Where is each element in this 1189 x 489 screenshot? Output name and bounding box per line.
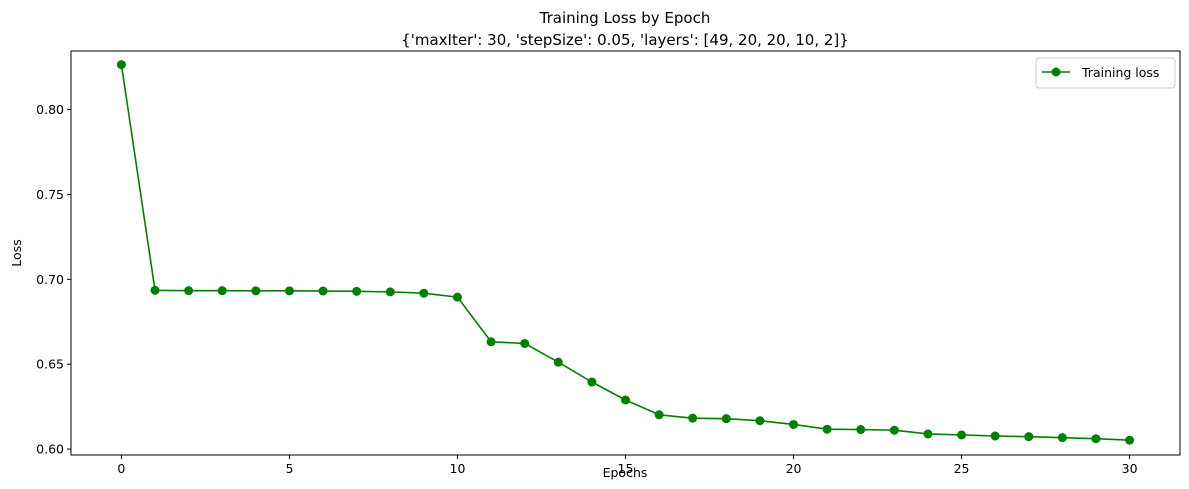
data-point — [1057, 433, 1067, 443]
data-point — [721, 414, 731, 424]
plot-area: 0 5 10 15 20 25 30 0.60 0.65 0.70 0.75 0.80 — [36, 50, 1181, 476]
legend-label: Training loss — [1081, 65, 1159, 80]
chart-title: Training Loss by Epoch — [539, 9, 711, 27]
data-point — [957, 430, 967, 440]
data-point — [419, 288, 429, 298]
data-point — [889, 425, 899, 435]
data-point — [654, 410, 664, 420]
data-point — [822, 424, 832, 434]
y-tick-label: 0.65 — [36, 357, 64, 372]
y-tick-label: 0.75 — [36, 187, 64, 202]
data-point — [452, 292, 462, 302]
x-axis-ticks: 0 5 10 15 20 25 30 — [117, 455, 1138, 476]
legend-box — [1035, 57, 1176, 89]
x-tick-label: 10 — [450, 461, 466, 476]
x-tick-label: 15 — [618, 461, 634, 476]
y-axis-label: Loss — [9, 239, 24, 266]
data-point — [150, 285, 160, 295]
y-axis-ticks: 0.60 0.65 0.70 0.75 0.80 — [36, 102, 71, 457]
data-point — [116, 60, 126, 70]
y-tick-label: 0.60 — [36, 442, 64, 457]
series-layer — [116, 60, 1135, 445]
data-point — [284, 286, 294, 296]
data-point — [1091, 434, 1101, 444]
y-tick-label: 0.70 — [36, 272, 64, 287]
x-tick-label: 5 — [285, 461, 293, 476]
data-point — [553, 357, 563, 367]
data-point — [688, 413, 698, 423]
x-tick-label: 0 — [117, 461, 125, 476]
x-tick-label: 30 — [1122, 461, 1138, 476]
data-point — [1125, 435, 1135, 445]
data-point — [923, 429, 933, 439]
data-point — [587, 377, 597, 387]
legend-marker-swatch — [1051, 67, 1061, 77]
data-point — [1024, 432, 1034, 442]
data-point — [352, 286, 362, 296]
y-tick-label: 0.80 — [36, 102, 64, 117]
data-point — [217, 286, 227, 296]
data-point — [184, 286, 194, 296]
data-point — [755, 416, 765, 426]
data-point — [318, 286, 328, 296]
legend: Training loss — [1035, 57, 1176, 89]
data-point — [990, 431, 1000, 441]
data-point — [856, 425, 866, 435]
data-point — [789, 419, 799, 429]
data-point — [385, 287, 395, 297]
data-point — [486, 337, 496, 347]
x-tick-label: 25 — [954, 461, 970, 476]
x-axis-label: Epochs — [603, 465, 648, 480]
chart-subtitle: {'maxIter': 30, 'stepSize': 0.05, 'layer… — [401, 31, 849, 49]
data-point — [621, 395, 630, 405]
data-point — [251, 286, 261, 296]
x-tick-label: 20 — [786, 461, 802, 476]
data-point — [520, 338, 530, 348]
